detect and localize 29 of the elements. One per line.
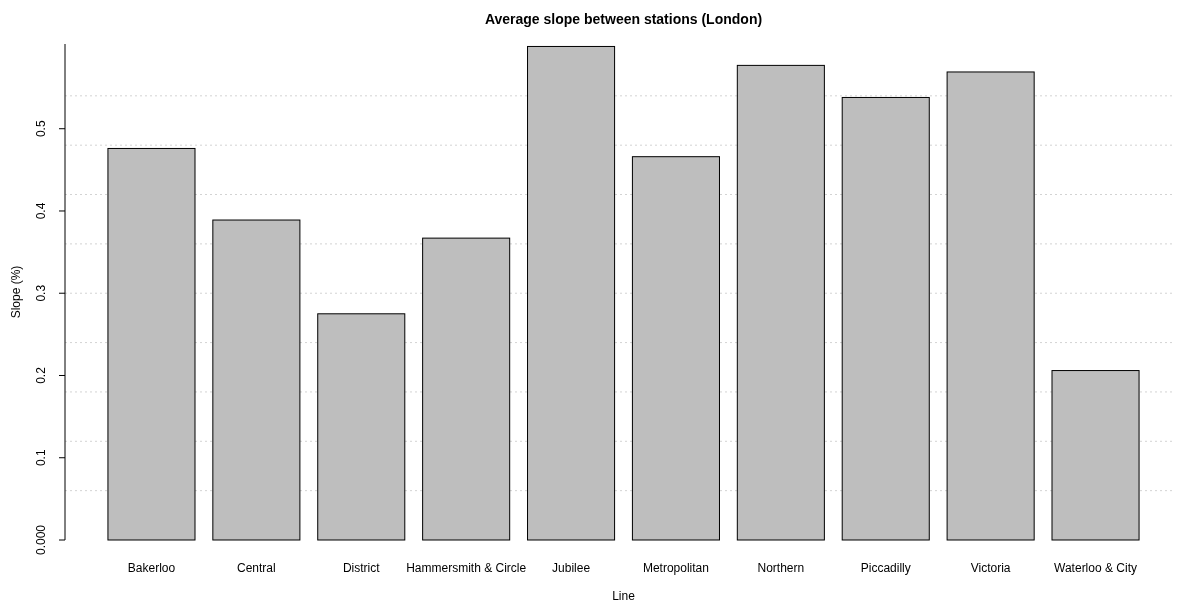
- x-tick-label: Metropolitan: [642, 561, 709, 575]
- x-tick-label: Waterloo & City: [1054, 561, 1137, 575]
- x-axis-title: Line: [612, 589, 636, 603]
- bar: [1051, 370, 1140, 541]
- x-tick-label: Victoria: [970, 561, 1011, 575]
- bar: [212, 219, 301, 541]
- y-axis-title: Slope (%): [9, 265, 23, 319]
- bar: [107, 147, 196, 541]
- x-tick-label: Central: [237, 561, 276, 575]
- bar: [317, 313, 406, 541]
- chart-title: Average slope between stations (London): [484, 11, 763, 27]
- x-tick-label: Piccadilly: [860, 561, 911, 575]
- y-tick-label: 0.3: [34, 284, 48, 302]
- y-tick-label: 0.000: [34, 524, 48, 556]
- x-tick-label: Jubilee: [552, 561, 591, 575]
- x-tick-label: District: [342, 561, 381, 575]
- bar: [527, 45, 616, 541]
- x-tick-label: Bakerloo: [127, 561, 176, 575]
- y-tick-label: 0.2: [34, 366, 48, 384]
- y-tick-label: 0.1: [34, 449, 48, 467]
- bar: [841, 96, 930, 541]
- bar: [736, 64, 825, 541]
- bar: [631, 156, 720, 541]
- x-tick-label: Hammersmith & Circle: [406, 561, 527, 575]
- bar: [422, 237, 511, 541]
- bar: [946, 71, 1035, 541]
- y-tick-label: 0.4: [34, 202, 48, 220]
- x-tick-label: Northern: [757, 561, 805, 575]
- y-tick-label: 0.5: [34, 120, 48, 138]
